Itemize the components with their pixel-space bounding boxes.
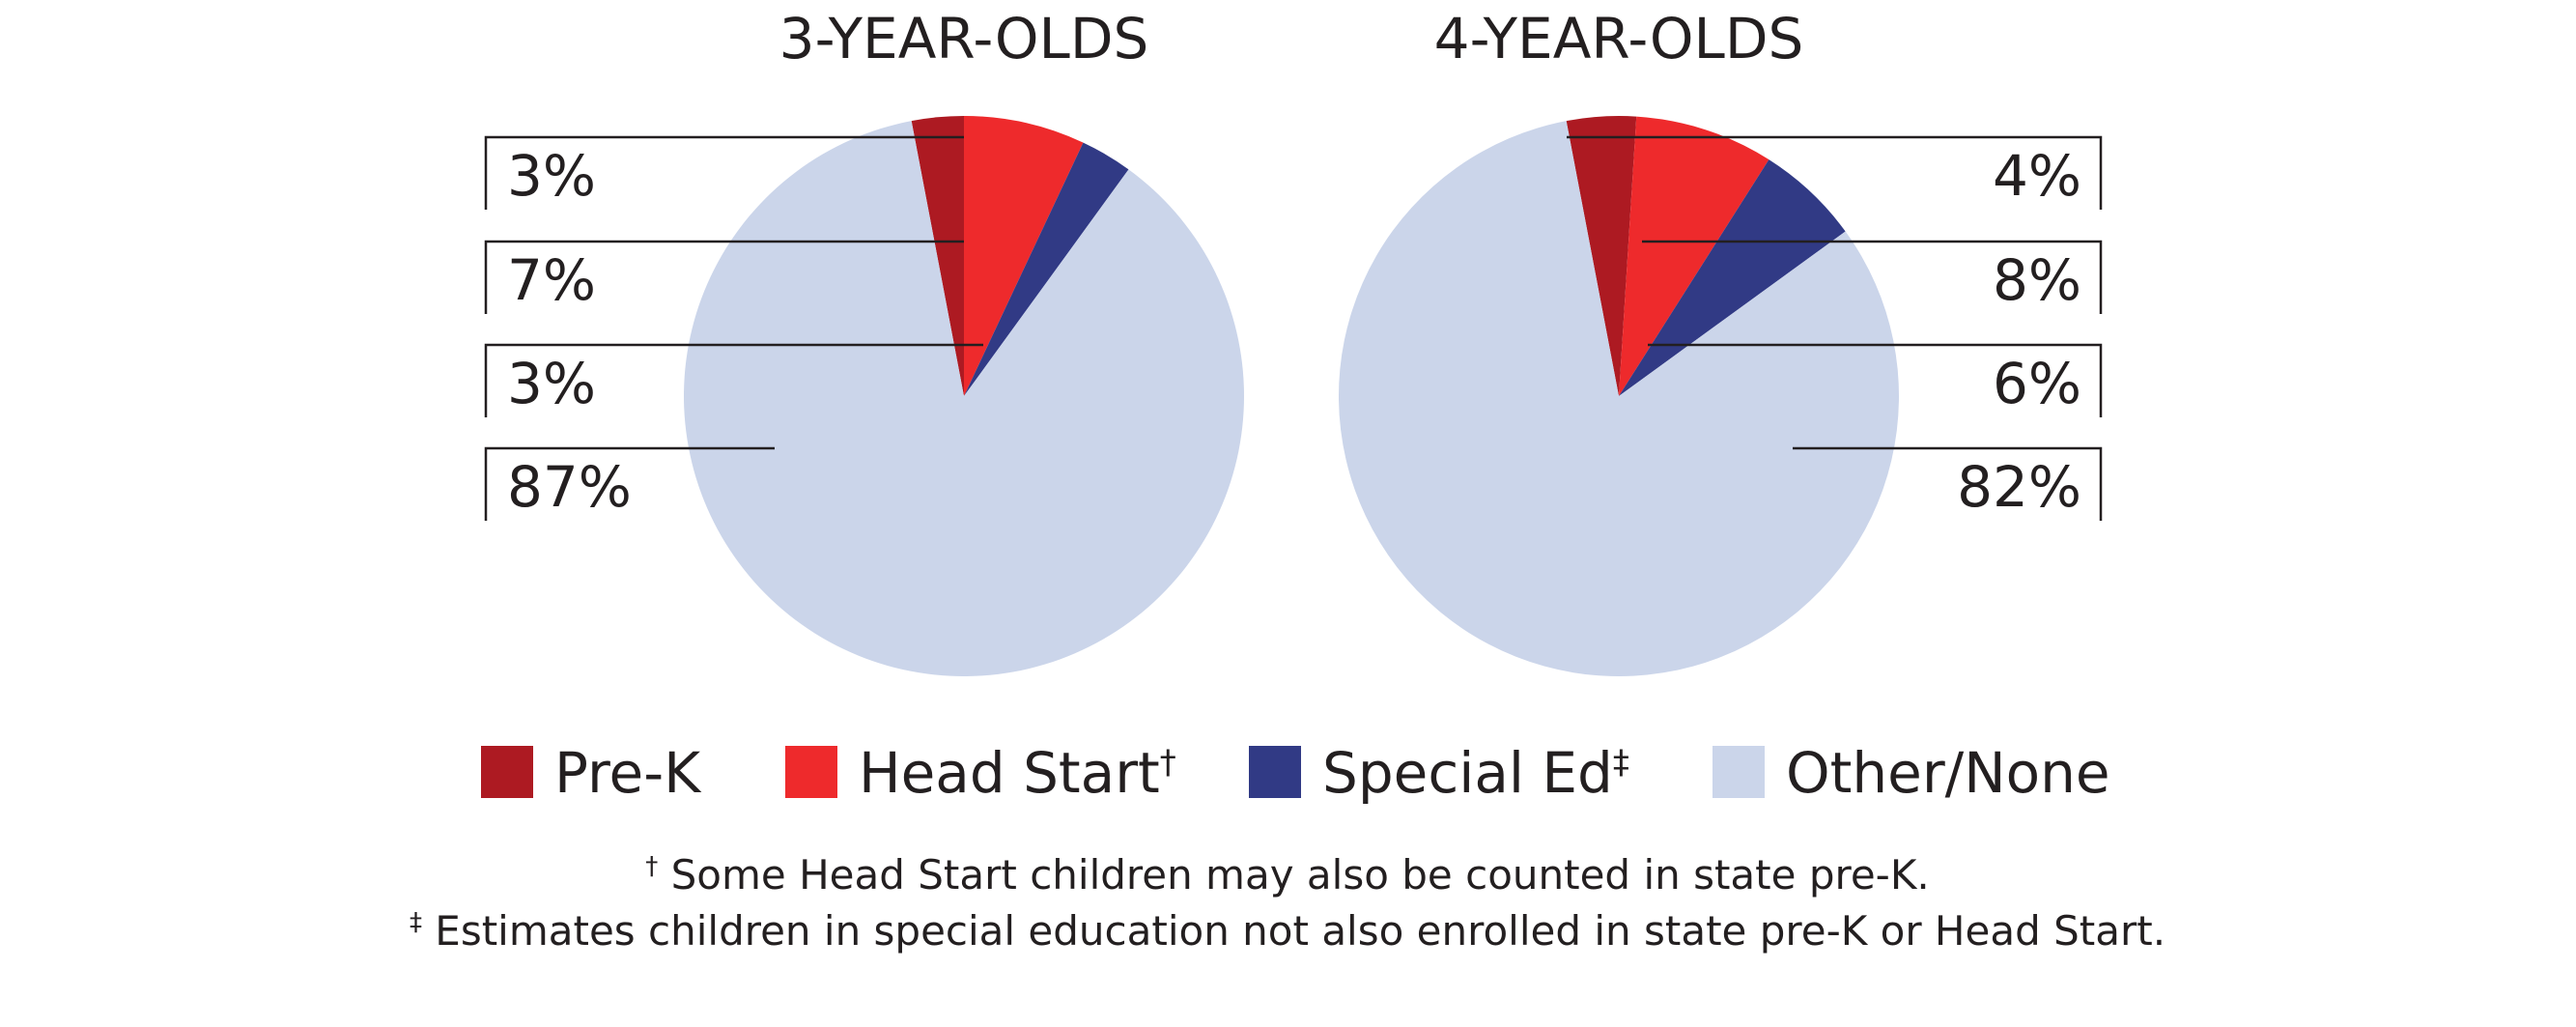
footnote-text: Some Head Start children may also be cou… [658, 851, 1929, 899]
legend-item-prek: Pre-K [481, 740, 702, 806]
pie-slice-special-ed [1619, 159, 1846, 396]
legend-label-text: Other/None [1786, 740, 2110, 806]
pie-slice-special-ed [964, 142, 1129, 396]
legend-label: Special Ed‡ [1322, 740, 1629, 806]
legend-label: Other/None [1786, 740, 2110, 806]
legend-swatch [481, 746, 533, 798]
legend-label-text: Special Ed [1322, 740, 1613, 806]
pie-slice-other-none [1339, 121, 1899, 677]
slice-value-label: 3% [507, 143, 596, 209]
pie-slice-prek [911, 116, 964, 396]
leader-line [1648, 343, 2103, 417]
legend-label: Pre-K [554, 740, 702, 806]
slice-value-label: 6% [1993, 351, 2081, 416]
pie-2: 4-YEAR-OLDS 4% 8% 6% 82% [1339, 6, 2103, 677]
slice-value-label: 3% [507, 351, 596, 416]
footnote: † Some Head Start children may also be c… [645, 851, 1929, 899]
footnote-mark: ‡ [410, 908, 422, 937]
slice-value-label: 7% [507, 247, 596, 313]
pie-slice-other-none [684, 121, 1244, 676]
legend-swatch [1713, 746, 1765, 798]
footnote-text: Estimates children in special education … [422, 907, 2166, 955]
leader-line [484, 135, 964, 210]
leader-line [1567, 135, 2103, 210]
legend-item-other-none: Other/None [1713, 740, 2110, 806]
leader-line [1642, 240, 2103, 314]
footnote-mark: † [645, 852, 658, 881]
pie-slice-head-start [964, 116, 1084, 396]
footnote: ‡ Estimates children in special educatio… [410, 907, 2166, 955]
legend-swatch [785, 746, 837, 798]
pie-slice-head-start [1619, 116, 1769, 396]
legend-label-text: Head Start [859, 740, 1160, 806]
legend-label: Head Start† [859, 740, 1176, 806]
pie-slice-prek [1566, 116, 1637, 396]
legend-label-text: Pre-K [554, 740, 702, 806]
slice-value-label: 8% [1993, 247, 2081, 313]
leader-line [484, 446, 775, 521]
slice-value-label: 87% [507, 454, 632, 520]
pie-1: 3-YEAR-OLDS 3% 7% 3% 87% [484, 6, 1244, 676]
legend-item-special-ed: Special Ed‡ [1249, 740, 1629, 806]
legend-swatch [1249, 746, 1301, 798]
pie-title: 4-YEAR-OLDS [1434, 6, 1804, 71]
leader-line [1793, 446, 2103, 521]
legend: Pre-K Head Start† Special Ed‡ Other/None [481, 740, 2110, 806]
slice-value-label: 4% [1993, 143, 2081, 209]
slice-value-label: 82% [1957, 454, 2081, 520]
legend-item-head-start: Head Start† [785, 740, 1176, 806]
pie-title: 3-YEAR-OLDS [779, 6, 1149, 71]
footnotes: † Some Head Start children may also be c… [410, 851, 2166, 955]
legend-footnote-mark: † [1160, 743, 1176, 782]
leader-line [484, 343, 983, 417]
legend-footnote-mark: ‡ [1613, 743, 1629, 782]
leader-line [484, 240, 964, 314]
